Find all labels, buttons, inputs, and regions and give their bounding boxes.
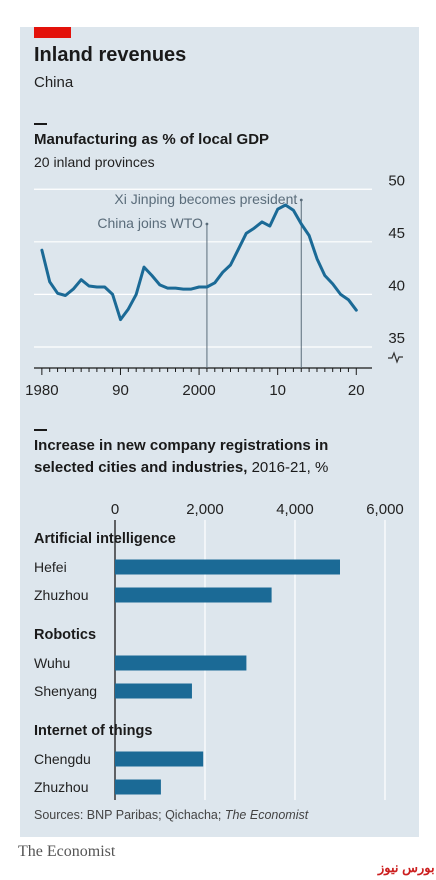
x-tick-label: 2000 (182, 382, 215, 399)
x-tick-label: 6,000 (366, 501, 404, 518)
chart1-title: Manufacturing as % of local GDP (34, 131, 270, 148)
y-tick-label: 35 (388, 330, 405, 347)
series-line (40, 203, 358, 322)
axis-break-mark (388, 351, 403, 364)
chart1-subtitle: 20 inland provinces (34, 154, 155, 170)
x-tick-label: 1980 (25, 382, 58, 399)
group-label-iot: Internet of things (34, 723, 153, 739)
chart1-title-rule (34, 123, 47, 125)
x-tick-label: 2,000 (186, 501, 224, 518)
x-tick-label: 20 (348, 382, 365, 399)
bar (115, 655, 247, 671)
bar-category-label: Wuhu (34, 655, 70, 671)
y-tick-label: 45 (388, 225, 405, 242)
page-title: Inland revenues (34, 44, 187, 66)
sources-italic: The Economist (224, 808, 309, 822)
bar-category-label: Shenyang (34, 683, 97, 699)
group-label-ai: Artificial intelligence (34, 531, 176, 547)
bar (115, 779, 161, 795)
x-tick-label: 10 (269, 382, 286, 399)
group-label-robotics: Robotics (34, 627, 97, 643)
watermark-text: بورس نیوز (378, 860, 435, 875)
sources-note: Sources: BNP Paribas; Qichacha; The Econ… (34, 808, 308, 822)
x-tick-label: 0 (111, 501, 119, 518)
chart2-title-rule (34, 429, 47, 431)
bar (115, 751, 204, 767)
bar-category-label: Chengdu (34, 751, 91, 767)
annotation-dot (205, 222, 209, 226)
bar (115, 559, 340, 575)
bar-category-label: Hefei (34, 559, 67, 575)
chart2-title-line2: selected cities and industries, 2016-21,… (34, 459, 328, 476)
chart-panel (20, 27, 419, 837)
annotation-label: China joins WTO (97, 215, 203, 231)
page-subtitle: China (34, 74, 74, 91)
annotation-dot (299, 198, 303, 202)
economist-logo: The Economist (18, 843, 116, 860)
chart2-title-text: selected cities and industries, (34, 459, 248, 476)
y-tick-label: 40 (388, 277, 405, 294)
x-tick-label: 4,000 (276, 501, 314, 518)
bar-category-label: Zhuzhou (34, 779, 88, 795)
bar-category-label: Zhuzhou (34, 587, 88, 603)
line-chart: 35 40 45 50 1980 90 2000 10 20 China joins WTO Xi … (25, 172, 405, 399)
x-tick-label: 90 (112, 382, 129, 399)
y-tick-label: 50 (388, 172, 405, 189)
annotation-label: Xi Jinping becomes president (114, 191, 297, 207)
bar (115, 683, 192, 699)
brand-red-tag (34, 27, 71, 38)
bar (115, 587, 272, 603)
chart2-title-line1: Increase in new company registrations in (34, 437, 329, 454)
sources-text: Sources: BNP Paribas; Qichacha; (34, 808, 225, 822)
chart2-title-unit: 2016-21, % (247, 459, 329, 476)
